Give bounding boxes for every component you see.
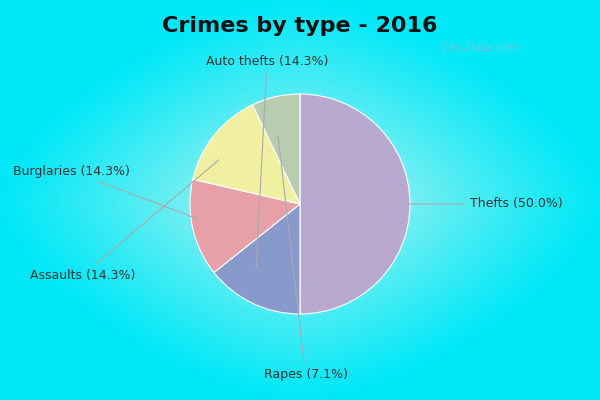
Text: Rapes (7.1%): Rapes (7.1%) bbox=[263, 135, 347, 381]
Text: Burglaries (14.3%): Burglaries (14.3%) bbox=[13, 164, 199, 219]
Wedge shape bbox=[300, 94, 410, 314]
Text: Crimes by type - 2016: Crimes by type - 2016 bbox=[162, 16, 438, 36]
Wedge shape bbox=[190, 179, 300, 272]
Wedge shape bbox=[253, 94, 300, 204]
Text: Thefts (50.0%): Thefts (50.0%) bbox=[404, 198, 563, 210]
Wedge shape bbox=[193, 105, 300, 204]
Text: Auto thefts (14.3%): Auto thefts (14.3%) bbox=[206, 54, 328, 268]
Wedge shape bbox=[214, 204, 300, 314]
Text: Assaults (14.3%): Assaults (14.3%) bbox=[29, 160, 219, 282]
Text: City-Data.com: City-Data.com bbox=[440, 43, 520, 53]
